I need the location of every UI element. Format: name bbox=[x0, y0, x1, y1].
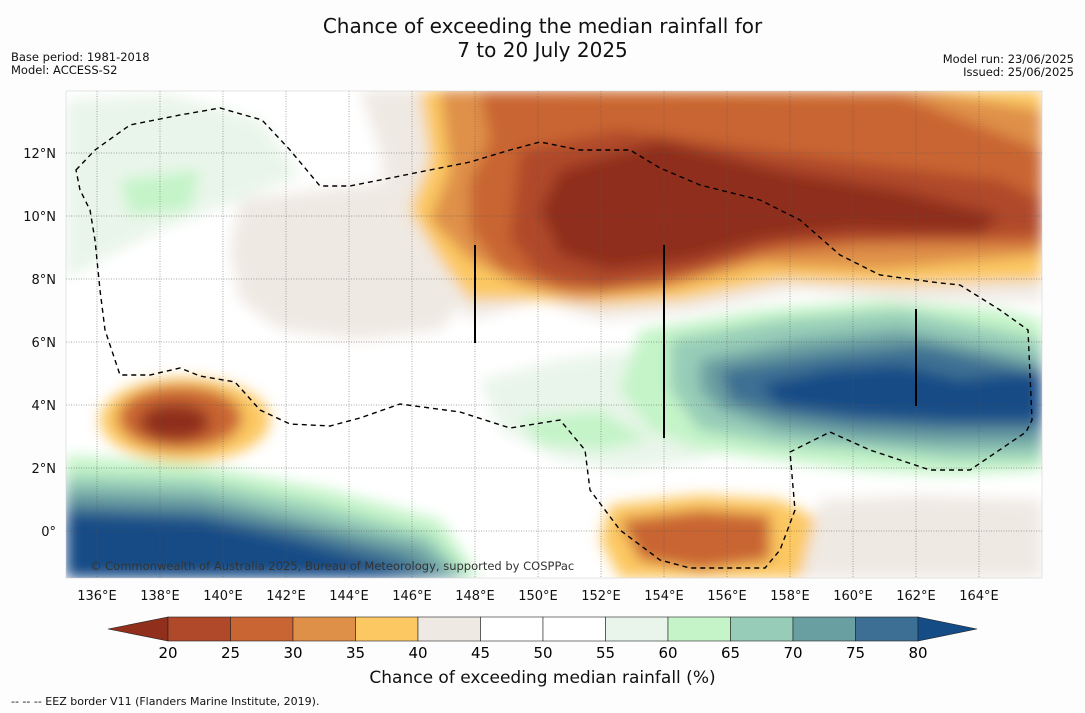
colorbar-swatch bbox=[292, 616, 356, 642]
colorbar-swatch bbox=[792, 616, 856, 642]
colorbar-tick-label: 35 bbox=[346, 644, 365, 662]
colorbar-tick-label: 40 bbox=[408, 644, 427, 662]
issued-text: Issued: 25/06/2025 bbox=[963, 65, 1074, 79]
colorbar-tick-label: 60 bbox=[658, 644, 677, 662]
colorbar-swatch bbox=[605, 616, 669, 642]
colorbar: 20 25 30 35 40 45 50 55 60 65 70 75 80 bbox=[107, 616, 978, 662]
colorbar-tick-label: 80 bbox=[908, 644, 927, 662]
colorbar-swatch bbox=[417, 616, 481, 642]
colorbar-tick-label: 25 bbox=[221, 644, 240, 662]
map-title-line1: Chance of exceeding the median rainfall … bbox=[322, 14, 763, 38]
lat-tick-label: 2°N bbox=[32, 462, 57, 477]
region-markers bbox=[474, 245, 917, 438]
colorbar-tick-label: 20 bbox=[158, 644, 177, 662]
lon-tick-label: 138°E bbox=[140, 589, 180, 604]
colorbar-tick-label: 55 bbox=[596, 644, 615, 662]
lat-tick-label: 10°N bbox=[23, 210, 56, 225]
colorbar-swatch bbox=[667, 616, 731, 642]
colorbar-swatch bbox=[355, 616, 419, 642]
meta-left: Base period: 1981-2018 Model: ACCESS-S2 bbox=[11, 51, 150, 77]
lon-tick-label: 136°E bbox=[77, 589, 117, 604]
colorbar-tick-label: 70 bbox=[783, 644, 802, 662]
lat-tick-label: 8°N bbox=[32, 273, 57, 288]
lon-tick-label: 156°E bbox=[707, 589, 747, 604]
lon-tick-label: 162°E bbox=[896, 589, 936, 604]
lon-tick-label: 154°E bbox=[644, 589, 684, 604]
probability-field: © Commonwealth of Australia 2025, Bureau… bbox=[66, 91, 1042, 578]
colorbar-swatch bbox=[542, 616, 606, 642]
colorbar-tick-label: 65 bbox=[721, 644, 740, 662]
lat-tick-label: 12°N bbox=[23, 147, 56, 162]
model-run-text: Model run: 23/06/2025 bbox=[942, 52, 1074, 66]
eez-borders bbox=[75, 107, 1033, 569]
map-frame bbox=[65, 90, 1043, 579]
lon-tick-label: 160°E bbox=[833, 589, 873, 604]
colorbar-tick-label: 30 bbox=[283, 644, 302, 662]
colorbar-tick-label: 45 bbox=[471, 644, 490, 662]
meta-right: Model run: 23/06/2025 Issued: 25/06/2025 bbox=[943, 53, 1074, 79]
lon-tick-label: 146°E bbox=[392, 589, 432, 604]
graticule bbox=[66, 91, 1042, 578]
colorbar-swatch bbox=[855, 616, 919, 642]
lon-tick-label: 144°E bbox=[329, 589, 369, 604]
colorbar-tick-label: 75 bbox=[846, 644, 865, 662]
colorbar-tick-label: 50 bbox=[533, 644, 552, 662]
colorbar-swatch bbox=[230, 616, 294, 642]
model-text: Model: ACCESS-S2 bbox=[11, 63, 118, 77]
eez-footnote: -- -- -- EEZ border V11 (Flanders Marine… bbox=[11, 695, 320, 708]
lat-tick-label: 0° bbox=[41, 525, 56, 540]
lon-tick-label: 148°E bbox=[455, 589, 495, 604]
lat-tick-label: 4°N bbox=[32, 399, 57, 414]
lon-tick-label: 140°E bbox=[203, 589, 243, 604]
copyright-text: © Commonwealth of Australia 2025, Bureau… bbox=[90, 559, 574, 573]
base-period-text: Base period: 1981-2018 bbox=[11, 50, 150, 64]
lon-tick-label: 164°E bbox=[959, 589, 999, 604]
colorbar-swatch bbox=[480, 616, 544, 642]
colorbar-extend-high bbox=[917, 616, 978, 642]
colorbar-swatch bbox=[167, 616, 231, 642]
lon-tick-label: 152°E bbox=[581, 589, 621, 604]
lat-tick-label: 6°N bbox=[32, 336, 57, 351]
map-title-line2: 7 to 20 July 2025 bbox=[457, 38, 628, 62]
lon-tick-label: 142°E bbox=[266, 589, 306, 604]
lon-tick-label: 150°E bbox=[518, 589, 558, 604]
colorbar-swatch bbox=[730, 616, 794, 642]
axis-labels: 136°E 138°E 140°E 142°E 144°E 146°E 148°E 150°E… bbox=[23, 147, 999, 604]
lon-tick-label: 158°E bbox=[770, 589, 810, 604]
colorbar-extend-low bbox=[107, 616, 169, 642]
colorbar-title: Chance of exceeding median rainfall (%) bbox=[369, 668, 716, 688]
